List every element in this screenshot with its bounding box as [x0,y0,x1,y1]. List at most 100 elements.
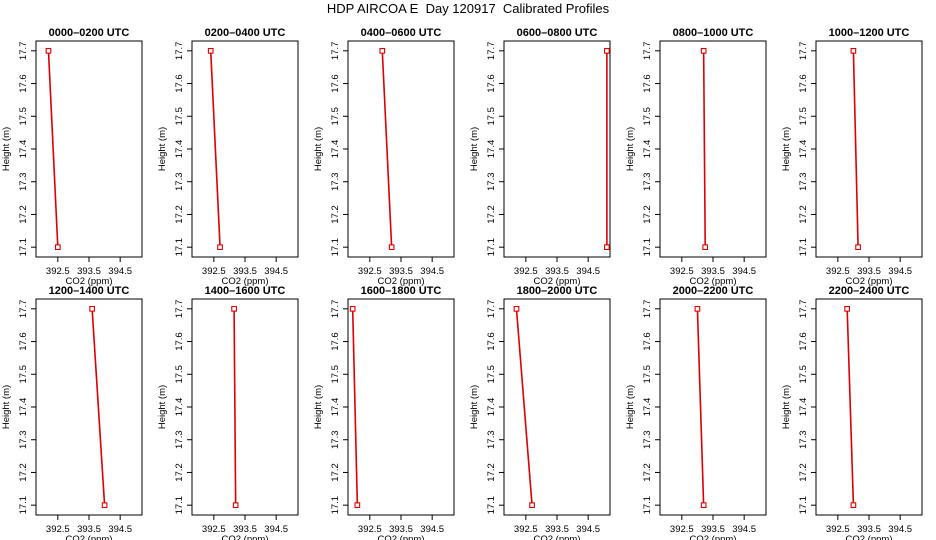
x-tick-label: 392.5 [670,266,694,277]
y-tick-label: 17.3 [486,172,497,191]
x-tick-label: 392.5 [358,266,382,277]
y-tick-label: 17.1 [798,238,809,257]
y-axis-label: Height (m) [157,385,168,429]
profile-point [700,47,707,54]
y-tick-label: 17.1 [486,238,497,257]
plot-frame [347,298,455,516]
profile-line [702,50,707,248]
y-tick-label: 17.1 [642,496,653,515]
y-tick-label: 17.7 [18,42,29,61]
x-tick-label: 393.5 [389,524,413,535]
plot-frame [191,298,299,516]
y-tick-label: 17.3 [798,172,809,191]
x-tick-label: 394.5 [732,524,756,535]
figure-title: HDP AIRCOA E Day 120917 Calibrated Profi… [326,1,610,16]
profile-point [349,305,356,312]
y-tick-label: 17.7 [486,300,497,319]
y-tick-label: 17.4 [330,140,341,159]
x-tick-label: 392.5 [358,524,382,535]
y-tick-label: 17.4 [486,398,497,417]
y-tick-label: 17.1 [642,238,653,257]
profile-line [696,308,705,506]
y-tick-label: 17.1 [330,238,341,257]
y-tick-label: 17.7 [486,42,497,61]
x-tick-label: 394.5 [264,266,288,277]
x-tick-label: 394.5 [108,266,132,277]
profile-point [89,305,95,312]
y-axis-label: Height (m) [469,127,480,171]
y-tick-label: 17.6 [798,332,809,351]
x-tick-label: 393.5 [701,524,725,535]
x-tick-label: 392.5 [202,266,226,277]
y-tick-label: 17.1 [330,496,341,515]
x-axis-label: CO2 (ppm) [846,534,893,540]
plot-frame [659,40,767,258]
profile-point [354,502,361,509]
panel-title: 0000–0200 UTC [49,27,130,39]
y-tick-label: 17.7 [174,42,185,61]
y-axis-label: Height (m) [157,127,168,171]
profile-point [232,502,239,509]
y-tick-label: 17.2 [330,463,341,482]
y-tick-label: 17.1 [174,238,185,257]
y-axis-label: Height (m) [625,385,636,429]
plot-frame [815,298,923,516]
y-tick-label: 17.5 [174,365,185,384]
y-tick-label: 17.3 [174,172,185,191]
y-tick-label: 17.5 [642,107,653,126]
y-tick-label: 17.4 [18,398,29,417]
y-tick-label: 17.7 [642,42,653,61]
y-tick-label: 17.6 [174,74,185,93]
x-tick-label: 394.5 [576,266,600,277]
y-tick-label: 17.7 [330,300,341,319]
profile-line [515,308,533,506]
x-tick-label: 394.5 [732,266,756,277]
panel-title: 0200–0400 UTC [205,27,286,39]
y-tick-label: 17.3 [798,430,809,449]
plot-frame [503,40,611,258]
y-tick-label: 17.6 [18,332,29,351]
y-tick-label: 17.2 [174,205,185,224]
profile-point [850,47,857,54]
y-tick-label: 17.7 [798,300,809,319]
y-tick-label: 17.5 [330,365,341,384]
y-axis-label: Height (m) [625,127,636,171]
profile-line [852,50,859,248]
x-tick-label: 393.5 [233,266,257,277]
y-tick-label: 17.6 [642,332,653,351]
x-tick-label: 392.5 [670,524,694,535]
profile-point [529,502,535,509]
x-tick-label: 394.5 [888,524,912,535]
y-tick-label: 17.4 [798,398,809,417]
x-axis-label: CO2 (ppm) [690,276,737,287]
panel-title: 1000–1200 UTC [829,27,910,39]
x-tick-label: 393.5 [701,266,725,277]
y-tick-label: 17.4 [174,140,185,159]
panel-title: 2200–2400 UTC [829,285,910,297]
profile-line [209,50,221,248]
y-tick-label: 17.5 [486,365,497,384]
x-tick-label: 394.5 [576,524,600,535]
x-tick-label: 392.5 [514,524,538,535]
x-tick-label: 392.5 [826,524,850,535]
profile-point [700,502,707,509]
y-axis-label: Height (m) [781,385,792,429]
plot-frame [347,40,455,258]
y-tick-label: 17.7 [174,300,185,319]
y-tick-label: 17.6 [330,332,341,351]
y-tick-label: 17.1 [18,496,29,515]
y-tick-label: 17.1 [798,496,809,515]
y-tick-label: 17.7 [330,42,341,61]
x-tick-label: 392.5 [46,266,70,277]
profile-point [694,305,701,312]
y-tick-label: 17.5 [18,107,29,126]
y-tick-label: 17.6 [798,74,809,93]
panel-title: 0400–0600 UTC [361,27,442,39]
panel-title: 1600–1800 UTC [361,285,442,297]
